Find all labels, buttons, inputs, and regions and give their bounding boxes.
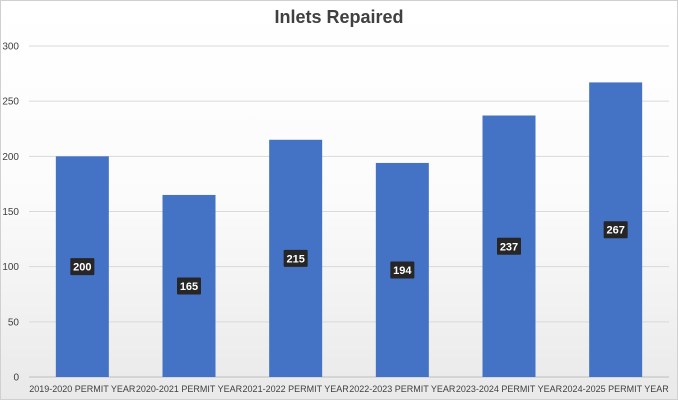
gridlines bbox=[29, 45, 669, 378]
y-tick-label: 100 bbox=[2, 262, 19, 273]
data-label-box bbox=[497, 237, 521, 255]
x-category-label: 2024-2025 PERMIT YEAR bbox=[563, 384, 670, 394]
data-label-box bbox=[390, 261, 415, 279]
data-label: 200 bbox=[73, 262, 91, 274]
x-category-label: 2020-2021 PERMIT YEAR bbox=[136, 384, 243, 394]
bars bbox=[55, 82, 643, 377]
x-category-label: 2021-2022 PERMIT YEAR bbox=[243, 384, 350, 394]
data-label: 267 bbox=[606, 225, 624, 237]
x-category-label: 2019-2020 PERMIT YEAR bbox=[29, 384, 136, 394]
data-label: 194 bbox=[393, 265, 412, 277]
y-tick-label: 50 bbox=[8, 317, 20, 328]
chart-title: Inlets Repaired bbox=[274, 7, 404, 27]
data-label: 165 bbox=[180, 281, 198, 293]
data-labels: 200 165 215 194 237 267 bbox=[70, 221, 628, 295]
x-category-label: 2023-2024 PERMIT YEAR bbox=[456, 384, 563, 394]
data-label-box bbox=[283, 249, 308, 267]
y-tick-label: 150 bbox=[2, 207, 19, 218]
data-label-box bbox=[70, 258, 95, 276]
y-tick-label: 300 bbox=[2, 42, 19, 53]
x-category-label: 2022-2023 PERMIT YEAR bbox=[349, 384, 456, 394]
y-tick-label: 200 bbox=[2, 152, 19, 163]
data-label: 237 bbox=[500, 241, 518, 253]
data-label-box bbox=[603, 221, 628, 239]
data-label-box bbox=[177, 277, 201, 295]
y-tick-label: 0 bbox=[13, 373, 19, 384]
x-axis-categories: 2019-2020 PERMIT YEAR 2020-2021 PERMIT YE… bbox=[29, 384, 669, 394]
y-tick-label: 250 bbox=[2, 97, 19, 108]
y-axis-ticks: 0 50 100 150 200 250 300 bbox=[2, 42, 19, 384]
data-label: 215 bbox=[286, 253, 304, 265]
